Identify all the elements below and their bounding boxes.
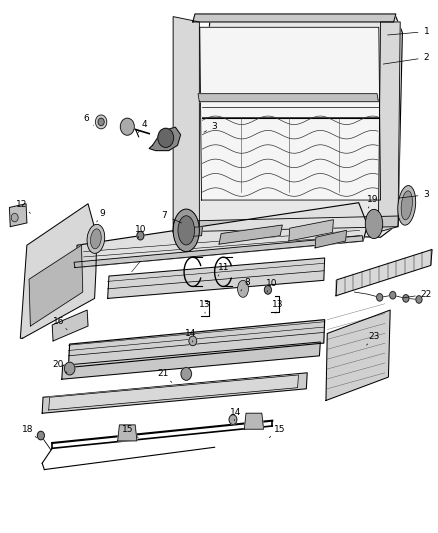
Text: 14: 14: [185, 329, 196, 342]
Text: 13: 13: [199, 300, 211, 313]
Polygon shape: [20, 204, 97, 338]
Text: 12: 12: [16, 200, 30, 213]
Text: 16: 16: [53, 317, 67, 330]
Polygon shape: [200, 27, 381, 200]
Circle shape: [229, 415, 237, 424]
Text: 18: 18: [22, 425, 36, 438]
Polygon shape: [49, 375, 298, 410]
Circle shape: [137, 231, 144, 240]
Polygon shape: [244, 413, 264, 429]
Circle shape: [64, 362, 75, 375]
Polygon shape: [52, 310, 88, 341]
Ellipse shape: [398, 185, 416, 225]
Text: 19: 19: [367, 195, 378, 208]
Circle shape: [403, 295, 409, 302]
Polygon shape: [378, 22, 400, 232]
Text: 4: 4: [138, 119, 148, 133]
Polygon shape: [42, 373, 307, 413]
Polygon shape: [219, 225, 283, 244]
Polygon shape: [180, 227, 202, 237]
Polygon shape: [29, 245, 83, 326]
Circle shape: [158, 128, 173, 148]
Text: 15: 15: [269, 425, 285, 438]
Polygon shape: [198, 94, 378, 102]
Polygon shape: [173, 17, 199, 232]
Text: 2: 2: [383, 53, 429, 64]
Circle shape: [11, 213, 18, 222]
Polygon shape: [315, 230, 346, 248]
Circle shape: [98, 118, 104, 126]
Polygon shape: [118, 425, 137, 441]
Polygon shape: [108, 258, 325, 298]
Circle shape: [189, 336, 197, 346]
Polygon shape: [336, 249, 432, 296]
Text: 21: 21: [157, 369, 172, 382]
Polygon shape: [173, 17, 403, 237]
Text: 6: 6: [83, 114, 94, 125]
Polygon shape: [149, 127, 180, 151]
Ellipse shape: [91, 229, 101, 249]
Text: 11: 11: [218, 263, 229, 276]
Text: 10: 10: [265, 279, 277, 292]
Text: 9: 9: [97, 209, 105, 222]
Ellipse shape: [237, 280, 248, 297]
Circle shape: [416, 296, 422, 303]
Polygon shape: [326, 310, 390, 400]
Polygon shape: [289, 220, 333, 241]
Text: 3: 3: [399, 190, 429, 199]
Ellipse shape: [401, 191, 413, 220]
Text: 8: 8: [241, 278, 250, 291]
Text: 22: 22: [403, 289, 432, 298]
Circle shape: [181, 368, 191, 380]
Text: 23: 23: [367, 332, 380, 345]
Circle shape: [265, 286, 272, 294]
Ellipse shape: [173, 209, 199, 252]
Circle shape: [37, 431, 44, 440]
Circle shape: [390, 292, 396, 299]
Text: 15: 15: [123, 425, 138, 438]
Polygon shape: [10, 204, 27, 227]
Ellipse shape: [178, 216, 194, 245]
Circle shape: [120, 118, 134, 135]
Text: 14: 14: [230, 408, 241, 421]
Text: 20: 20: [53, 360, 67, 373]
Polygon shape: [173, 216, 399, 232]
Circle shape: [95, 115, 107, 129]
Ellipse shape: [87, 224, 105, 253]
Polygon shape: [193, 14, 396, 22]
Polygon shape: [75, 203, 367, 268]
Text: 7: 7: [162, 211, 181, 223]
Text: 10: 10: [134, 225, 146, 238]
Polygon shape: [68, 320, 325, 368]
Polygon shape: [62, 342, 320, 379]
Text: 3: 3: [204, 122, 218, 132]
Polygon shape: [74, 236, 363, 268]
Text: 1: 1: [388, 27, 429, 36]
Text: 13: 13: [272, 300, 284, 313]
Ellipse shape: [365, 209, 383, 239]
Circle shape: [377, 294, 383, 301]
